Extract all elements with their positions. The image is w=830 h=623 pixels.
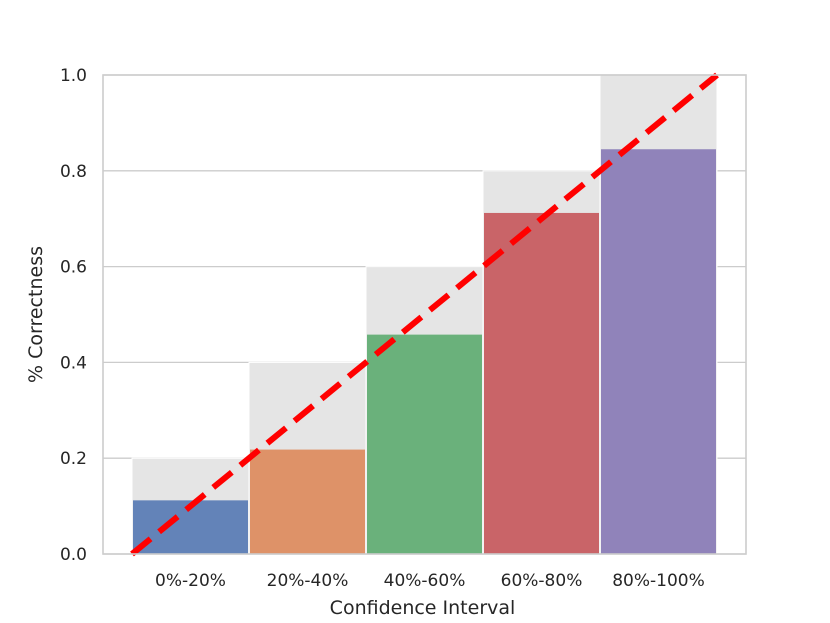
y-tick-label: 0.0 <box>60 545 87 565</box>
diagonal-line-layer <box>130 72 719 557</box>
y-axis-label: % Correctness <box>25 246 47 383</box>
y-tick-label: 0.6 <box>60 258 87 278</box>
x-tick-label: 0%-20% <box>155 571 226 591</box>
x-tick-labels: 0%-20% 20%-40% 40%-60% 60%-80% 80%-100% <box>155 571 705 591</box>
x-tick-label: 80%-100% <box>612 571 705 591</box>
x-tick-label: 20%-40% <box>267 571 349 591</box>
y-tick-label: 1.0 <box>60 66 87 86</box>
y-tick-label: 0.8 <box>60 162 87 182</box>
accuracy-bar <box>484 212 599 554</box>
accuracy-bar <box>601 149 716 554</box>
axes-frame <box>102 74 747 555</box>
accuracy-bar <box>250 449 365 554</box>
y-tick-label: 0.2 <box>60 449 87 469</box>
x-axis-label: Confidence Interval <box>330 597 516 619</box>
x-tick-label: 40%-60% <box>384 571 466 591</box>
perfect-calibration-line <box>130 72 719 557</box>
y-tick-labels: 0.0 0.2 0.4 0.6 0.8 1.0 <box>60 66 87 565</box>
accuracy-bars <box>133 149 716 554</box>
accuracy-bar <box>367 334 482 554</box>
x-tick-label: 60%-80% <box>501 571 583 591</box>
plot-frame <box>102 74 747 555</box>
y-tick-label: 0.4 <box>60 353 87 373</box>
